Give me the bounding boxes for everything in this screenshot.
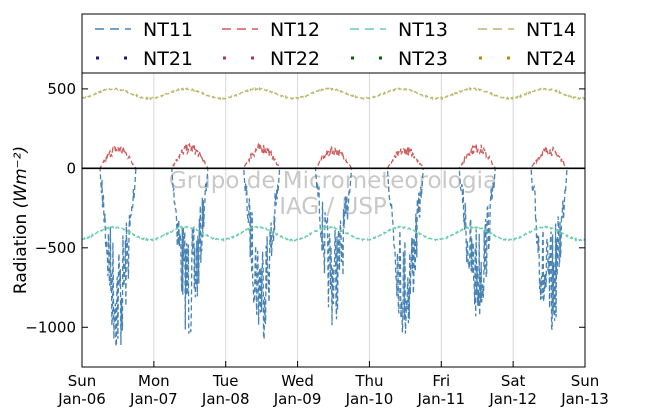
y-tick-label: −500 <box>35 239 76 257</box>
legend-swatch <box>351 56 354 60</box>
legend-label: NT12 <box>270 19 320 41</box>
legend-label: NT22 <box>270 48 320 70</box>
legend <box>81 13 586 74</box>
legend-entry-nt14: NT14 <box>478 19 576 41</box>
legend-entry-nt22: NT22 <box>223 48 320 70</box>
watermark-line1: Grupo de Micrometeorologia <box>169 168 497 194</box>
legend-label: NT14 <box>526 19 576 41</box>
y-tick-label: −1000 <box>25 318 76 336</box>
legend-entry-nt24: NT24 <box>479 48 576 70</box>
x-tick-label-date: Jan-08 <box>201 390 250 408</box>
y-axis: −1000 −500 0 500 <box>25 80 585 336</box>
y-axis-label-unit: (Wm⁻²) <box>11 146 31 208</box>
grid <box>153 73 514 367</box>
y-tick-label: 500 <box>47 80 76 98</box>
watermark: Grupo de Micrometeorologia IAG / USP <box>169 168 497 220</box>
x-tick-label-day: Sun <box>571 372 600 390</box>
x-tick-label-date: Jan-09 <box>273 390 322 408</box>
series-nt13 <box>81 224 586 243</box>
legend-label: NT11 <box>143 19 193 41</box>
x-tick-label-date: Jan-10 <box>345 390 394 408</box>
x-tick-label-day: Sun <box>68 372 97 390</box>
legend-entry-nt12: NT12 <box>222 19 320 41</box>
legend-swatch <box>251 56 254 60</box>
legend-items: NT11 NT12 NT13 NT14 NT21 NT22 NT23 NT24 <box>95 19 576 70</box>
legend-label: NT21 <box>143 48 193 70</box>
legend-swatch <box>124 56 127 60</box>
plot-area <box>81 72 586 368</box>
series-nt12 <box>82 142 585 170</box>
x-tick-label-day: Fri <box>432 372 450 390</box>
x-tick-label-day: Mon <box>138 372 170 390</box>
x-tick-label-date: Jan-06 <box>57 390 106 408</box>
x-tick-label-day: Wed <box>281 372 314 390</box>
x-tick-label-day: Sat <box>501 372 526 390</box>
x-tick-label-date: Jan-12 <box>488 390 537 408</box>
legend-label: NT13 <box>398 19 448 41</box>
legend-swatch <box>223 56 226 60</box>
legend-swatch <box>479 56 482 60</box>
watermark-line2: IAG / USP <box>279 194 387 220</box>
x-tick-label-date: Jan-11 <box>416 390 465 408</box>
legend-entry-nt13: NT13 <box>350 19 448 41</box>
y-axis-label-text: Radiation <box>11 214 31 294</box>
legend-entry-nt11: NT11 <box>95 19 193 41</box>
x-tick-label-date: Jan-13 <box>560 390 609 408</box>
legend-swatch <box>379 56 382 60</box>
y-tick-label: 0 <box>66 159 76 177</box>
series-nt14 <box>81 86 586 101</box>
x-tick-label-date: Jan-07 <box>129 390 178 408</box>
x-tick-label-day: Thu <box>354 372 383 390</box>
legend-entry-nt21: NT21 <box>96 48 193 70</box>
y-axis-label: Radiation (Wm⁻²) <box>11 146 31 294</box>
x-tick-label-day: Tue <box>212 372 239 390</box>
x-axis: SunJan-06MonJan-07TueJan-08WedJan-09ThuJ… <box>57 361 609 408</box>
legend-entry-nt23: NT23 <box>351 48 448 70</box>
legend-label: NT24 <box>526 48 576 70</box>
legend-swatch <box>507 56 510 60</box>
legend-swatch <box>96 56 99 60</box>
legend-label: NT23 <box>398 48 448 70</box>
